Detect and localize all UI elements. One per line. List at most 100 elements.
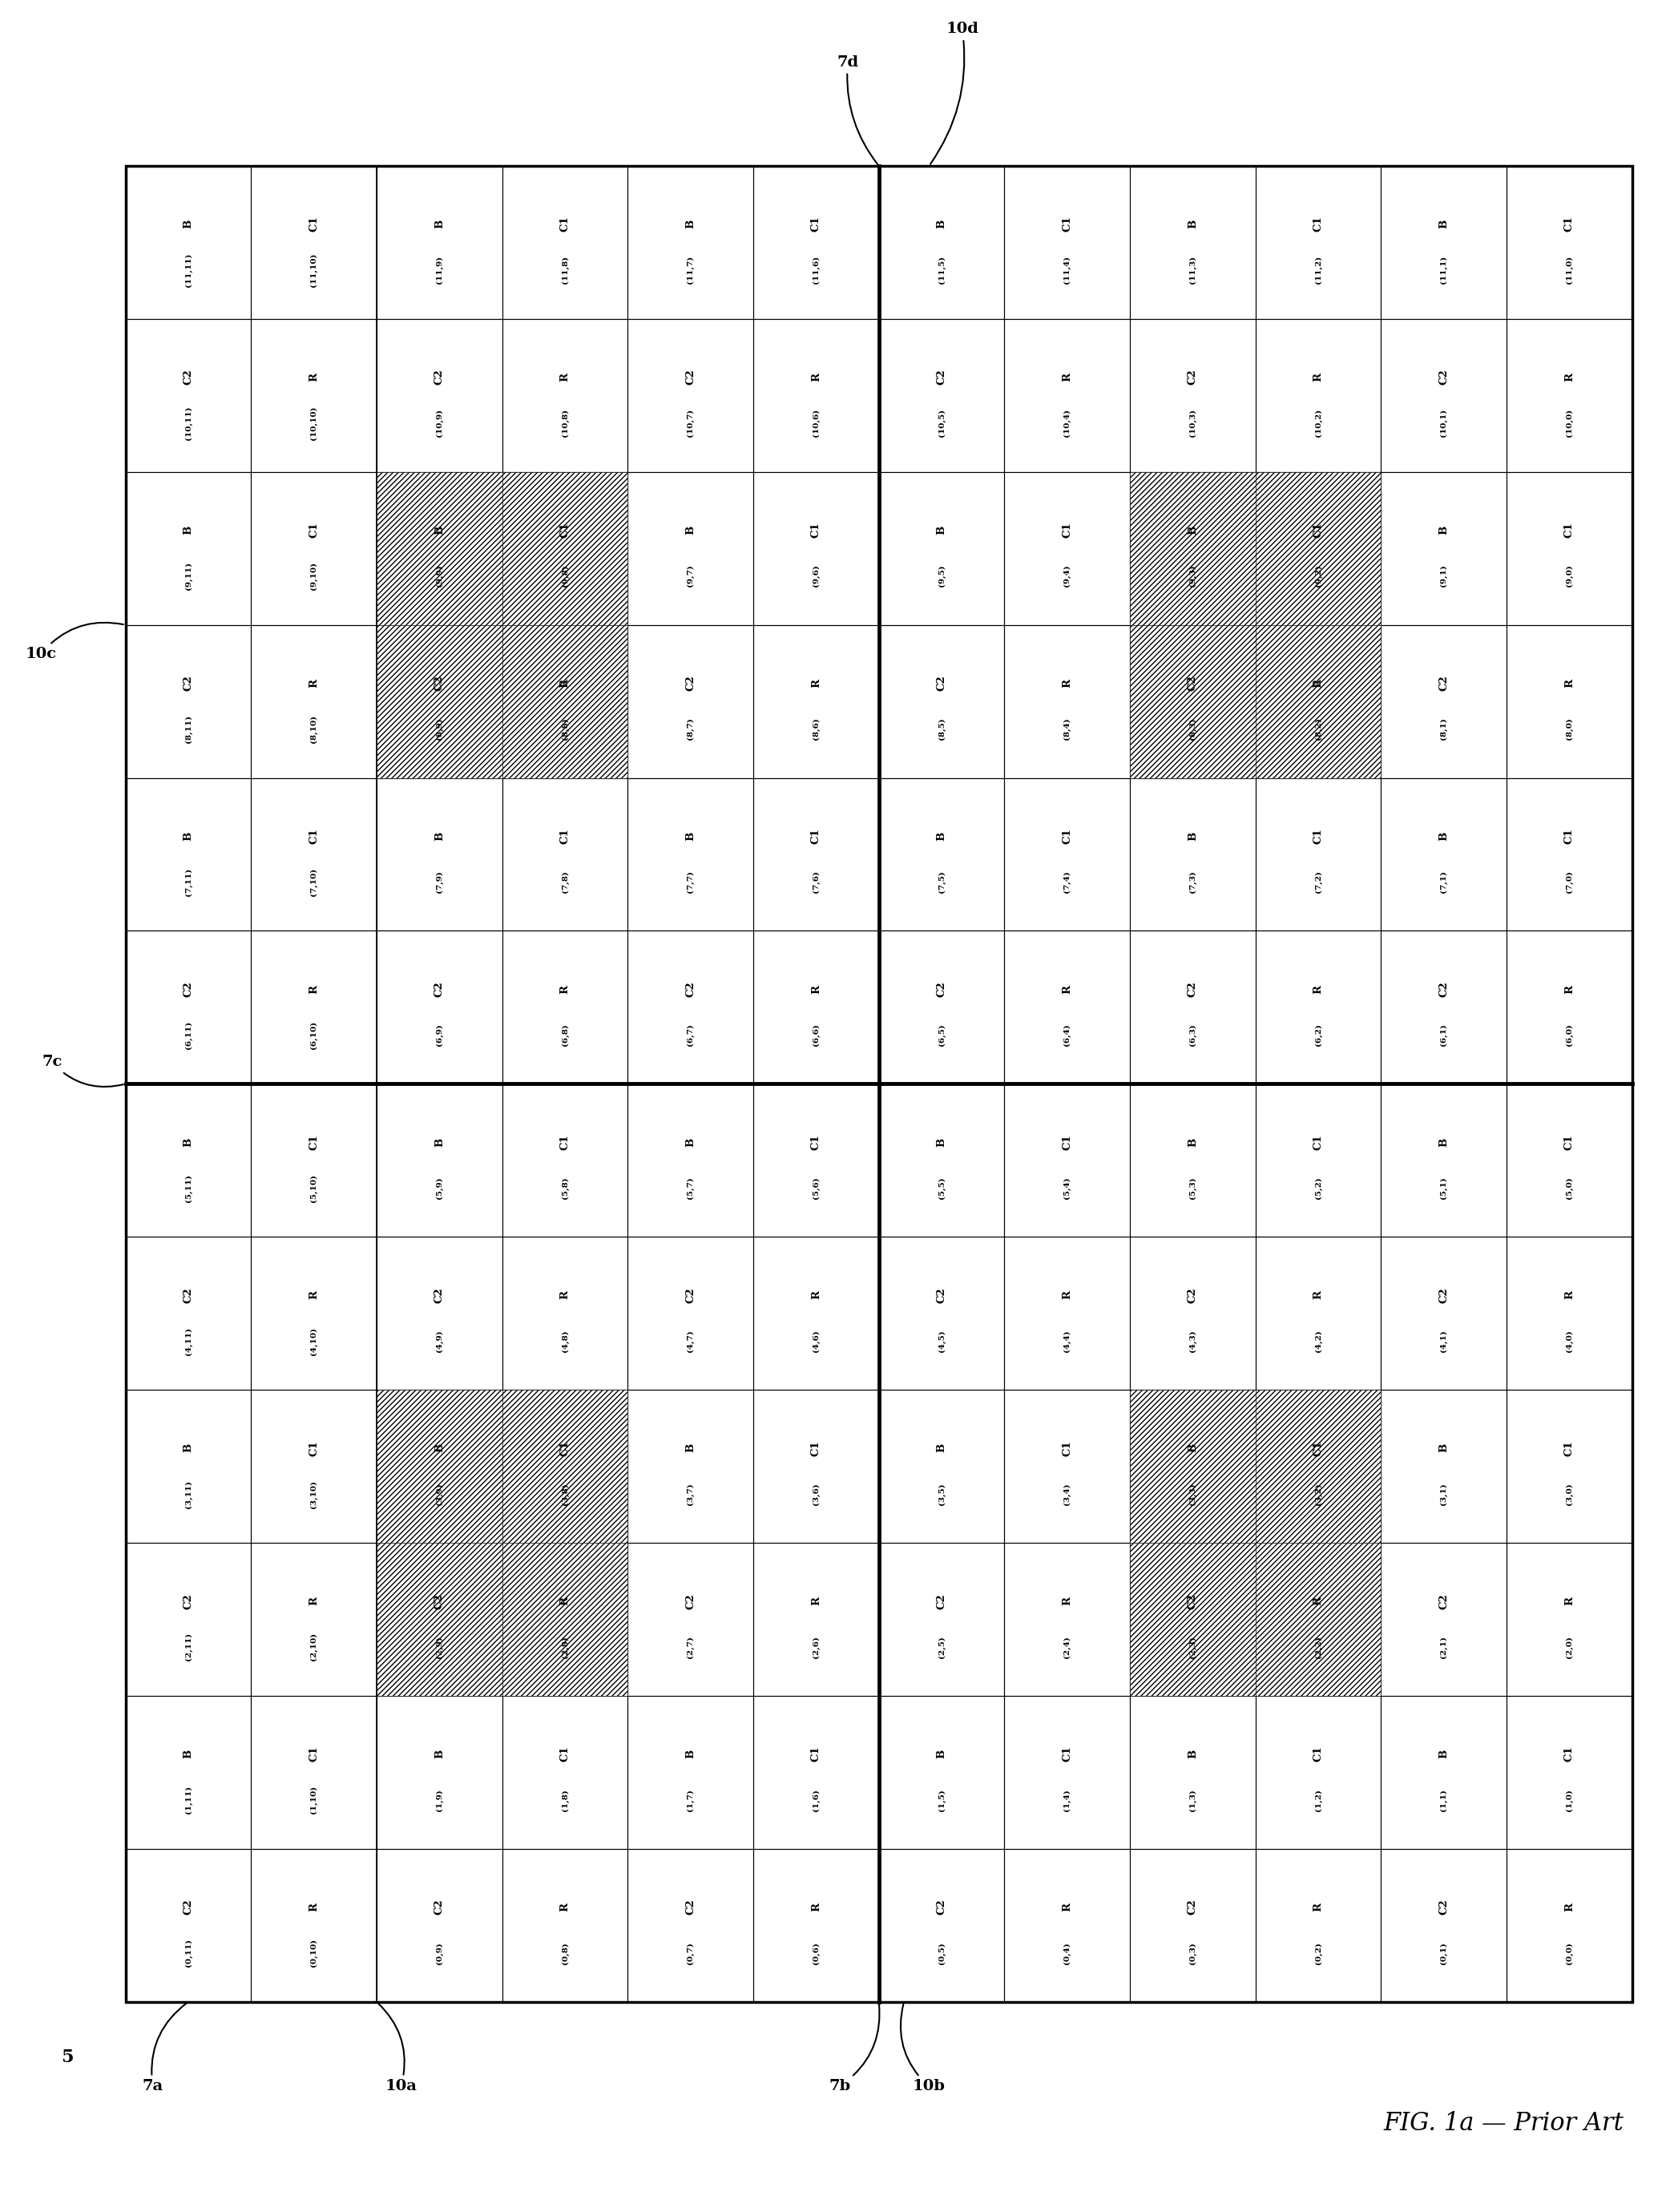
Text: (3,5): (3,5) [937, 1482, 946, 1504]
Text: R: R [1061, 1290, 1073, 1298]
Bar [251, 1084, 377, 1237]
Bar [1256, 471, 1381, 624]
Text: C2: C2 [1438, 675, 1450, 690]
Text: (2,1): (2,1) [1440, 1635, 1448, 1659]
Text: (7,10): (7,10) [310, 867, 318, 896]
Text: R: R [810, 1290, 822, 1298]
Text: C2: C2 [182, 982, 194, 998]
Text: (1,7): (1,7) [686, 1790, 695, 1812]
Bar [1130, 471, 1256, 624]
Bar [377, 1389, 502, 1544]
Text: (4,8): (4,8) [561, 1329, 569, 1352]
Bar [126, 1084, 251, 1237]
Text: (5,6): (5,6) [812, 1177, 820, 1199]
Text: B: B [434, 1444, 445, 1453]
Text: R: R [1312, 372, 1324, 380]
Text: (2,3): (2,3) [1189, 1637, 1197, 1659]
Text: B: B [1438, 526, 1450, 535]
Text: (8,0): (8,0) [1565, 719, 1574, 741]
Text: (0,1): (0,1) [1440, 1942, 1448, 1964]
Bar [1130, 1544, 1256, 1697]
Text: C1: C1 [559, 1135, 571, 1150]
Text: C2: C2 [685, 1287, 696, 1303]
Text: C1: C1 [1312, 827, 1324, 845]
Text: (5,11): (5,11) [184, 1175, 193, 1201]
Text: R: R [308, 372, 320, 380]
Bar [251, 471, 377, 624]
Text: B: B [1187, 1137, 1199, 1146]
Text: (5,9): (5,9) [435, 1177, 444, 1199]
Text: C2: C2 [434, 369, 445, 385]
Text: B: B [1187, 219, 1199, 228]
Text: (6,8): (6,8) [561, 1024, 569, 1046]
Text: (11,11): (11,11) [184, 252, 193, 288]
Text: B: B [434, 832, 445, 841]
Text: (7,4): (7,4) [1063, 872, 1071, 894]
Bar [377, 1389, 502, 1544]
Bar [879, 1084, 1004, 1237]
Bar [753, 471, 879, 624]
Bar [1130, 1389, 1256, 1544]
Text: (3,11): (3,11) [184, 1480, 193, 1509]
Text: C2: C2 [182, 1900, 194, 1916]
Text: B: B [182, 526, 194, 535]
Bar [1507, 779, 1632, 931]
Text: (6,0): (6,0) [1565, 1024, 1574, 1046]
Text: (3,9): (3,9) [435, 1482, 444, 1504]
Text: (4,7): (4,7) [686, 1329, 695, 1352]
Text: R: R [1312, 984, 1324, 993]
Text: B: B [936, 1750, 947, 1759]
Bar [126, 931, 251, 1084]
Text: (0,7): (0,7) [686, 1942, 695, 1964]
Text: R: R [810, 1597, 822, 1606]
Text: (8,2): (8,2) [1314, 719, 1322, 741]
Bar [1256, 1849, 1381, 2002]
Text: C1: C1 [1564, 217, 1575, 232]
Bar [1507, 1849, 1632, 2002]
Bar [628, 624, 753, 779]
Bar [879, 1544, 1004, 1697]
Bar [1130, 166, 1256, 319]
Bar [377, 1849, 502, 2002]
Text: B: B [1438, 1444, 1450, 1453]
Text: (2,5): (2,5) [937, 1637, 946, 1659]
Text: C1: C1 [1061, 1135, 1073, 1150]
Text: R: R [810, 372, 822, 380]
Bar [126, 779, 251, 931]
Text: C2: C2 [936, 1593, 947, 1608]
Bar [377, 319, 502, 471]
Text: R: R [308, 1597, 320, 1606]
Bar [377, 1544, 502, 1697]
Text: B: B [685, 1750, 696, 1759]
Text: (0,9): (0,9) [435, 1942, 444, 1964]
Text: R: R [308, 1902, 320, 1911]
Bar [502, 624, 628, 779]
Bar [377, 624, 502, 779]
Text: (6,10): (6,10) [310, 1022, 318, 1048]
Bar [377, 166, 502, 319]
Text: (4,2): (4,2) [1314, 1329, 1322, 1352]
Text: (6,11): (6,11) [184, 1022, 193, 1048]
Text: 10b: 10b [901, 2004, 946, 2093]
Text: (9,4): (9,4) [1063, 564, 1071, 586]
Bar [126, 1849, 251, 2002]
Text: C2: C2 [182, 369, 194, 385]
Text: (8,3): (8,3) [1189, 719, 1197, 741]
Text: (9,11): (9,11) [184, 562, 193, 591]
Text: (0,0): (0,0) [1565, 1942, 1574, 1964]
Text: (11,2): (11,2) [1314, 257, 1322, 283]
Bar [502, 1084, 628, 1237]
Text: (2,9): (2,9) [435, 1637, 444, 1659]
Text: C2: C2 [182, 675, 194, 690]
Text: B: B [1438, 1137, 1450, 1146]
Text: C1: C1 [308, 827, 320, 845]
Text: (6,5): (6,5) [937, 1024, 946, 1046]
Bar [502, 1237, 628, 1389]
Text: (3,1): (3,1) [1440, 1482, 1448, 1504]
Text: C1: C1 [559, 1745, 571, 1763]
Text: B: B [182, 832, 194, 841]
Bar [502, 319, 628, 471]
Bar [1130, 931, 1256, 1084]
Text: (10,11): (10,11) [184, 407, 193, 440]
Text: (2,11): (2,11) [184, 1632, 193, 1661]
